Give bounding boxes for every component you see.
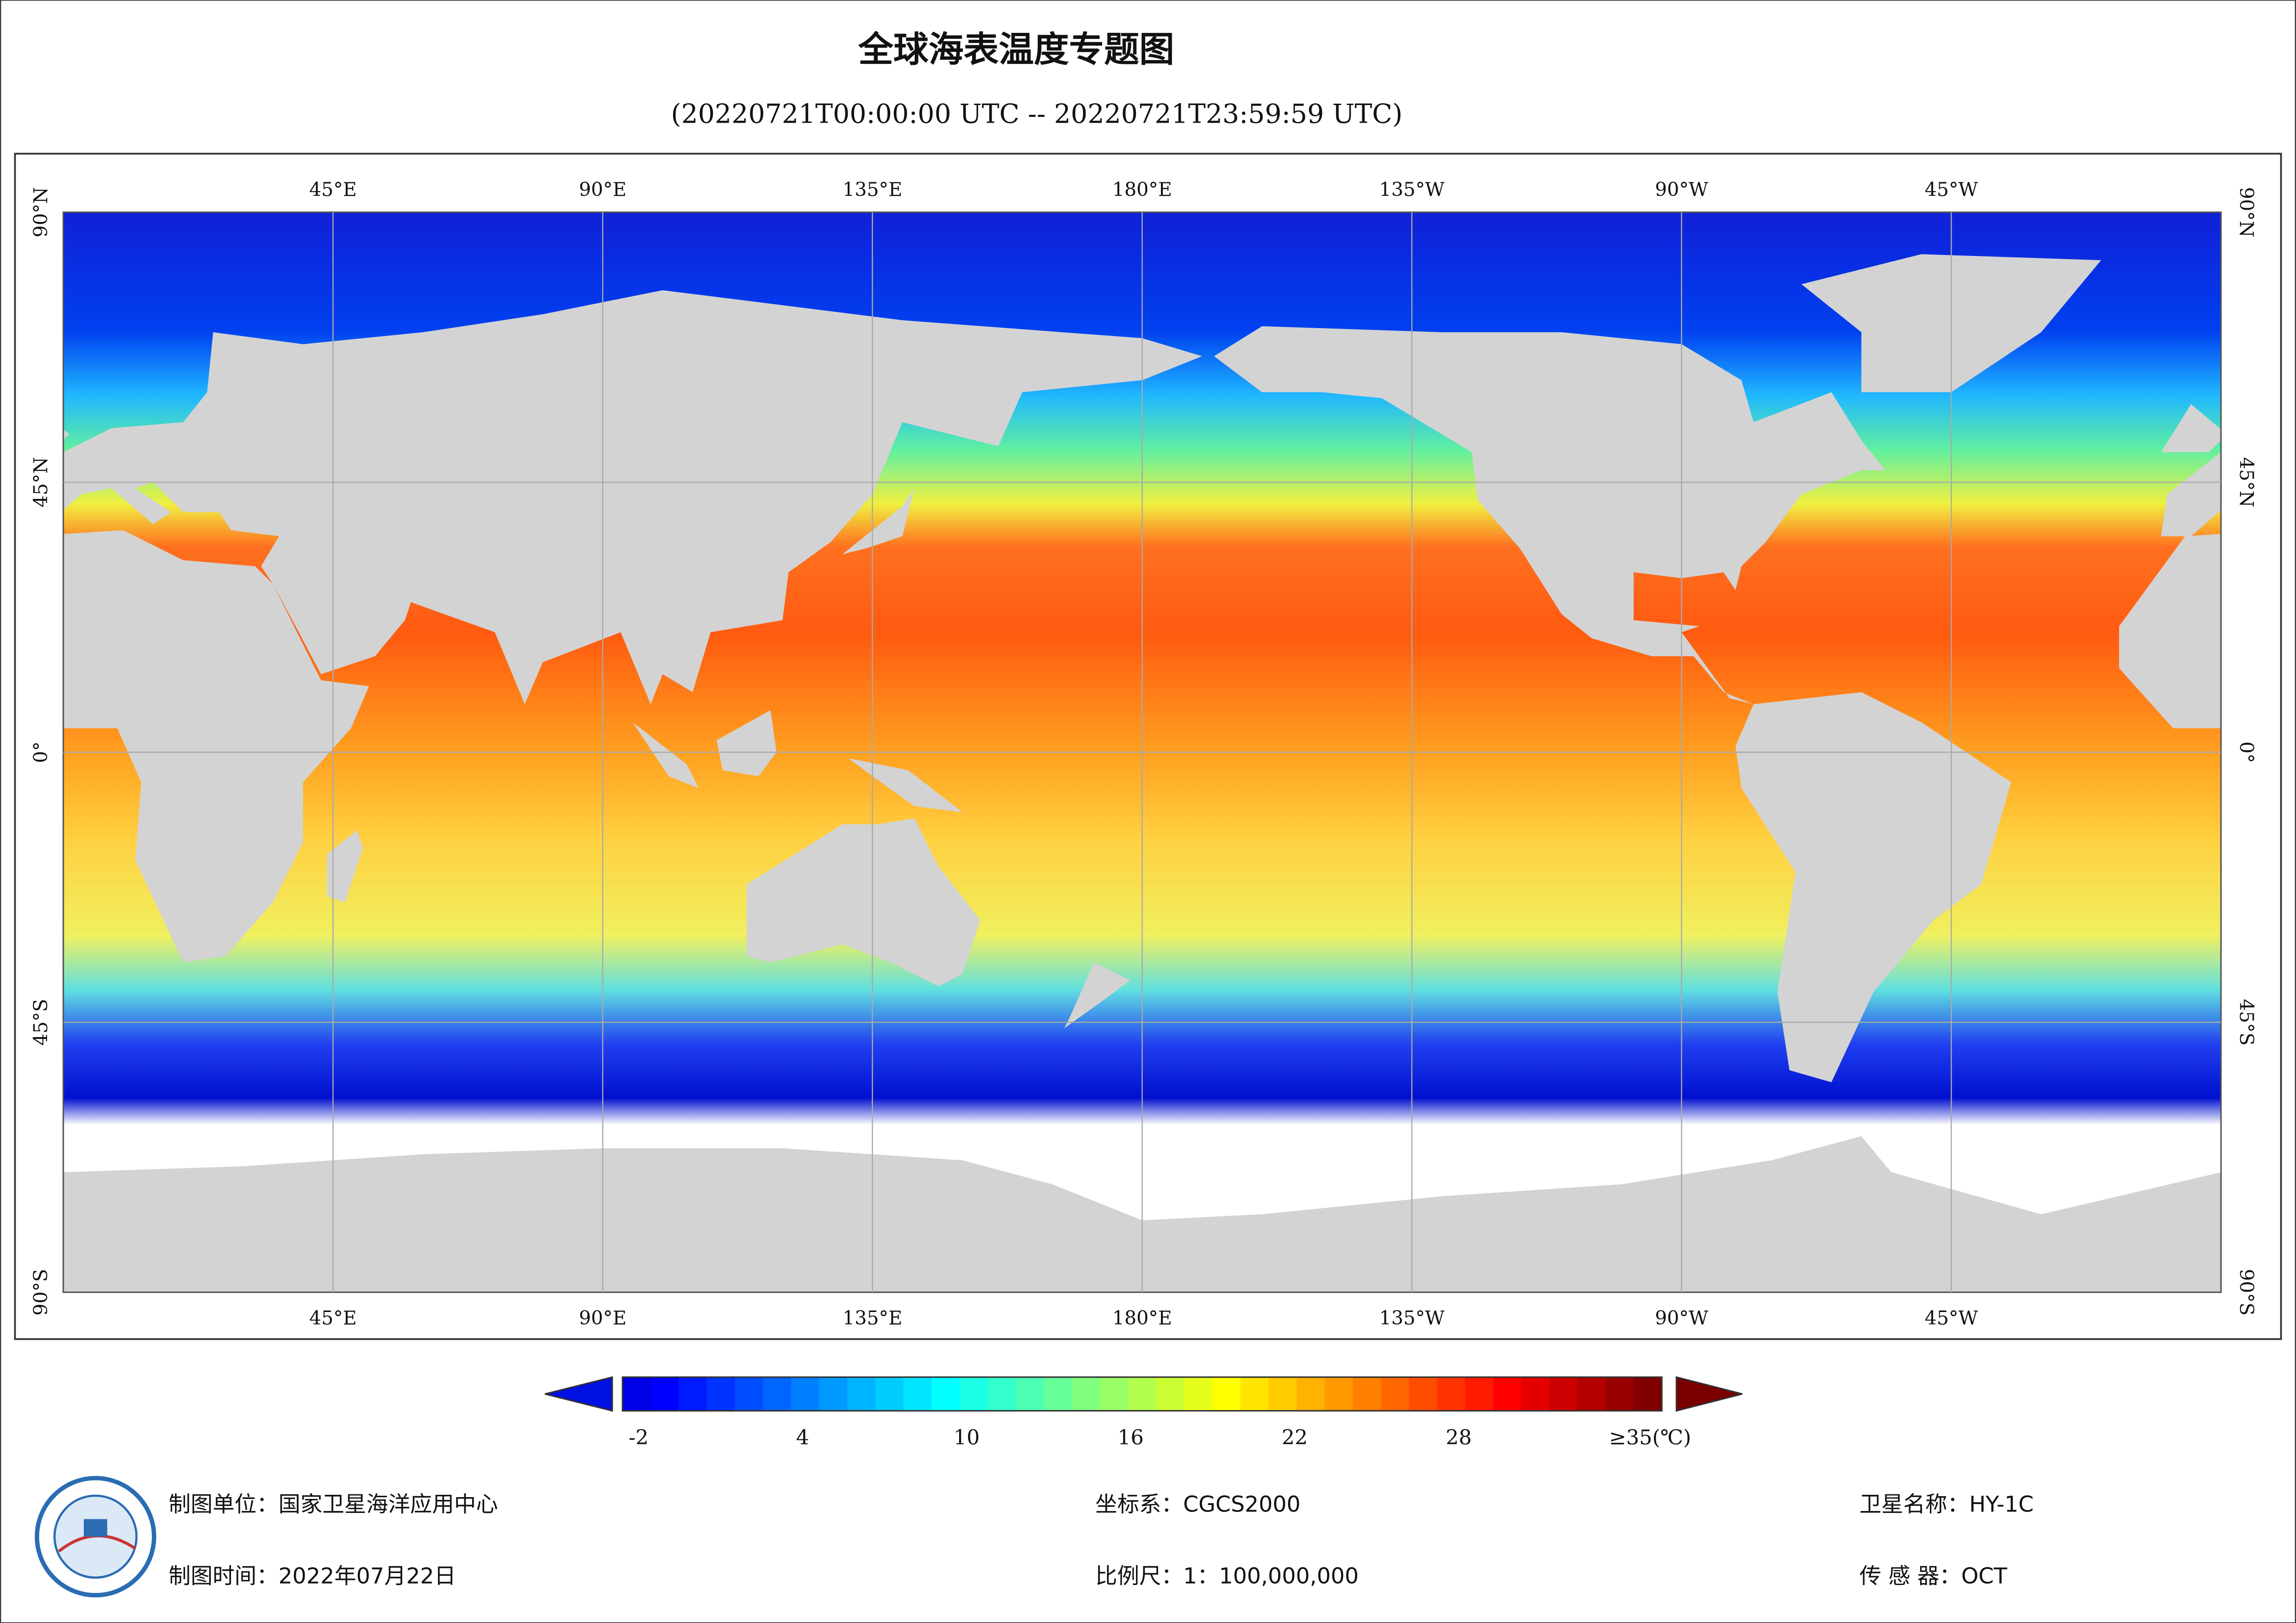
colorbar-tick-label: -2 bbox=[629, 1426, 649, 1449]
lon-label-top: 90°W bbox=[1655, 179, 1709, 201]
colorbar-step bbox=[622, 1377, 651, 1411]
colorbar-step bbox=[1212, 1377, 1241, 1411]
colorbar-step bbox=[875, 1377, 904, 1411]
lat-label-left: 90°S bbox=[30, 1269, 52, 1316]
crs: 坐标系：CGCS2000 bbox=[1095, 1492, 1300, 1517]
land bbox=[63, 530, 369, 963]
lat-label-right: 45°S bbox=[2235, 999, 2258, 1045]
lon-label-top: 135°W bbox=[1379, 179, 1445, 201]
land bbox=[63, 290, 1202, 704]
land bbox=[632, 722, 699, 789]
lat-label-left: 45°S bbox=[30, 999, 52, 1045]
colorbar-step bbox=[1297, 1377, 1325, 1411]
lon-label-bottom: 90°E bbox=[579, 1307, 627, 1329]
colorbar-step bbox=[1268, 1377, 1298, 1411]
colorbar-step bbox=[650, 1377, 680, 1411]
lat-label-left: 90°N bbox=[30, 187, 52, 237]
colorbar-step bbox=[931, 1377, 960, 1411]
lon-label-top: 90°E bbox=[579, 179, 627, 201]
colorbar-step bbox=[1240, 1377, 1269, 1411]
lon-label-top: 45°W bbox=[1925, 179, 1978, 201]
land bbox=[717, 710, 777, 777]
colorbar-tick-label: ≥35(℃) bbox=[1609, 1426, 1691, 1449]
colorbar-step bbox=[1577, 1377, 1606, 1411]
colorbar-step bbox=[1184, 1377, 1213, 1411]
satellite: 卫星名称：HY-1C bbox=[1859, 1492, 2034, 1517]
colorbar-step bbox=[1605, 1377, 1635, 1411]
land bbox=[842, 488, 915, 554]
land bbox=[1064, 962, 1130, 1028]
colorbar-step bbox=[1324, 1377, 1354, 1411]
map-frame bbox=[14, 153, 2282, 1340]
land bbox=[2161, 404, 2221, 453]
date: 制图时间：2022年07月22日 bbox=[168, 1564, 456, 1589]
colorbar-step bbox=[847, 1377, 876, 1411]
colorbar-step bbox=[1493, 1377, 1522, 1411]
title: 全球海表温度专题图 bbox=[858, 29, 1174, 70]
lon-label-top: 45°E bbox=[309, 179, 357, 201]
lon-label-bottom: 45°W bbox=[1925, 1307, 1978, 1329]
colorbar-tick-label: 4 bbox=[796, 1426, 809, 1449]
land bbox=[1214, 326, 1885, 704]
colorbar-step bbox=[987, 1377, 1017, 1411]
land bbox=[746, 818, 980, 987]
colorbar-step bbox=[1072, 1377, 1101, 1411]
lat-label-right: 0° bbox=[2235, 741, 2258, 763]
producer: 制图单位：国家卫星海洋应用中心 bbox=[168, 1492, 498, 1517]
colorbar-step bbox=[735, 1377, 764, 1411]
colorbar-step bbox=[819, 1377, 848, 1411]
colorbar-step bbox=[791, 1377, 820, 1411]
lat-label-left: 45°N bbox=[30, 457, 52, 508]
lon-label-bottom: 135°W bbox=[1379, 1307, 1445, 1329]
colorbar-step bbox=[706, 1377, 736, 1411]
scale: 比例尺：1：100,000,000 bbox=[1095, 1564, 1359, 1589]
colorbar-tick-label: 10 bbox=[954, 1426, 980, 1449]
colorbar-step bbox=[1437, 1377, 1466, 1411]
lon-label-bottom: 90°W bbox=[1655, 1307, 1709, 1329]
land bbox=[1735, 692, 2011, 1082]
logo bbox=[35, 1476, 156, 1598]
colorbar-step bbox=[1409, 1377, 1438, 1411]
colorbar-tick-label: 16 bbox=[1117, 1426, 1143, 1449]
lon-label-top: 180°E bbox=[1112, 179, 1172, 201]
lat-label-left: 0° bbox=[30, 741, 52, 763]
lat-label-right: 90°S bbox=[2235, 1269, 2258, 1316]
colorbar-step bbox=[1100, 1377, 1129, 1411]
colorbar-over bbox=[1676, 1376, 1743, 1412]
colorbar-step bbox=[1043, 1377, 1073, 1411]
lon-label-bottom: 180°E bbox=[1112, 1307, 1172, 1329]
lon-label-bottom: 135°E bbox=[842, 1307, 902, 1329]
colorbar-step bbox=[1634, 1377, 1662, 1411]
colorbar-tick-label: 22 bbox=[1282, 1426, 1308, 1449]
colorbar-tick-label: 28 bbox=[1446, 1426, 1472, 1449]
lon-label-bottom: 45°E bbox=[309, 1307, 357, 1329]
colorbar-step bbox=[1381, 1377, 1410, 1411]
colorbar-step bbox=[959, 1377, 988, 1411]
colorbar-frame bbox=[622, 1376, 1663, 1412]
land bbox=[63, 429, 69, 441]
colorbar-step bbox=[763, 1377, 792, 1411]
lat-label-right: 45°N bbox=[2235, 457, 2258, 508]
colorbar-step bbox=[1016, 1377, 1044, 1411]
colorbar-step bbox=[1353, 1377, 1382, 1411]
sensor: 传 感 器：OCT bbox=[1859, 1564, 2008, 1589]
lat-label-right: 90°N bbox=[2235, 187, 2258, 237]
land bbox=[2161, 452, 2221, 536]
colorbar-step bbox=[1465, 1377, 1494, 1411]
colorbar-step bbox=[1156, 1377, 1185, 1411]
colorbar-step bbox=[1128, 1377, 1157, 1411]
colorbar-step bbox=[903, 1377, 932, 1411]
colorbar-step bbox=[1549, 1377, 1578, 1411]
land bbox=[2119, 534, 2221, 728]
lon-label-top: 135°E bbox=[842, 179, 902, 201]
subtitle: (20220721T00:00:00 UTC -- 20220721T23:59… bbox=[671, 99, 1402, 130]
land bbox=[848, 758, 962, 813]
land bbox=[327, 830, 363, 902]
colorbar-step bbox=[679, 1377, 707, 1411]
colorbar-step bbox=[1521, 1377, 1550, 1411]
colorbar-under bbox=[544, 1376, 613, 1412]
